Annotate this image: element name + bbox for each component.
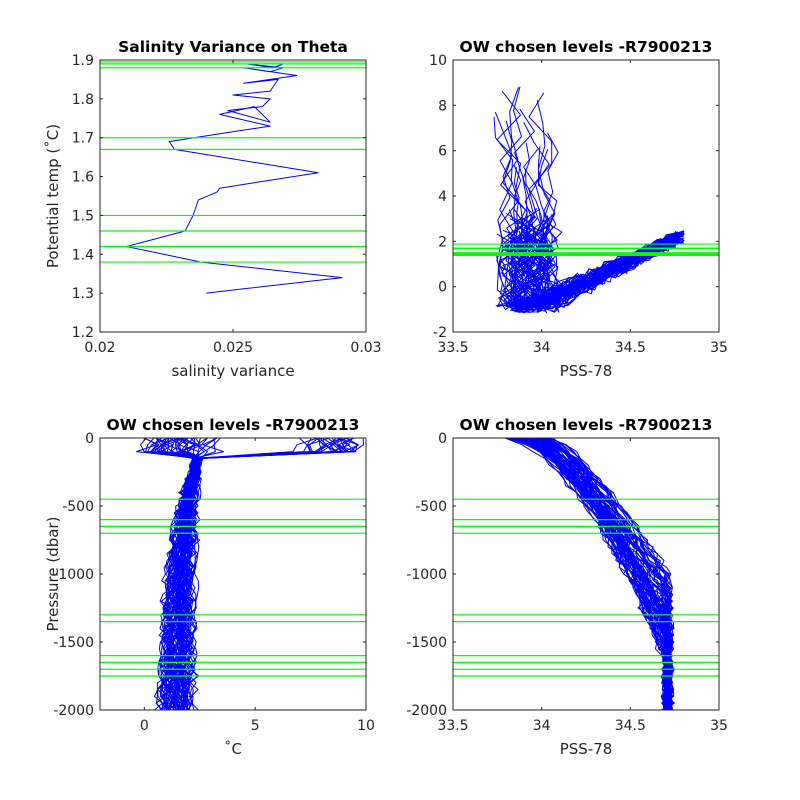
y-tick-label: 2 [438, 234, 447, 250]
y-tick-label: -1500 [53, 635, 94, 651]
chart-title: OW chosen levels -R7900213 [460, 416, 713, 434]
y-tick-label: -1000 [53, 567, 94, 583]
y-axis-label: Potential temp (˚C) [44, 124, 62, 268]
y-tick-label: -1500 [406, 635, 447, 651]
data-series-line [499, 86, 680, 306]
y-tick-label: 1.9 [72, 53, 94, 69]
data-series-line [187, 438, 357, 710]
x-tick-label: 34 [533, 340, 551, 356]
data-series-line [515, 438, 670, 710]
x-tick-label: 33.5 [437, 340, 468, 356]
x-axis-label: PSS-78 [560, 740, 613, 758]
data-series-line [510, 438, 673, 710]
x-axis-label: PSS-78 [560, 362, 613, 380]
data-series-line [176, 438, 350, 710]
data-series-line [537, 438, 675, 710]
y-tick-label: 6 [438, 144, 447, 160]
chart-title: OW chosen levels -R7900213 [107, 416, 360, 434]
x-tick-label: 33.5 [437, 718, 468, 734]
theta-salinity-axes: 33.5 34 34.5 35 -2 0 2 4 6 8 10 OW chosen levels -R… [429, 38, 728, 380]
salinity-pressure-axes: 33.5 34 34.5 35 -2000 -1500 -1000 -500 0 OW chose… [406, 416, 728, 758]
y-tick-label: 0 [438, 431, 447, 447]
x-tick-label: 34.5 [615, 718, 646, 734]
y-tick-label: 1.3 [72, 286, 94, 302]
plot-area [453, 86, 719, 314]
plot-area [100, 61, 366, 294]
y-tick-label: 0 [85, 431, 94, 447]
y-tick-label: 1.6 [72, 170, 94, 186]
y-tick-label: 1.7 [72, 131, 94, 147]
y-tick-label: 10 [429, 53, 447, 69]
y-tick-label: 1.5 [72, 208, 94, 224]
x-tick-label: 35 [710, 340, 728, 356]
data-series-line [520, 216, 683, 309]
data-series-line [135, 438, 200, 710]
y-axis-label: Pressure (dbar) [44, 517, 62, 632]
x-tick-label: 10 [357, 718, 375, 734]
x-tick-label: 5 [251, 718, 260, 734]
data-series-line [185, 438, 347, 710]
y-tick-label: -2000 [406, 703, 447, 719]
temperature-pressure-axes: 0 5 10 -2000 -1500 -1000 -500 0 OW chosen levels… [44, 416, 375, 758]
x-tick-label: 35 [710, 718, 728, 734]
chart-title: OW chosen levels -R7900213 [460, 38, 713, 56]
y-tick-label: -2000 [53, 703, 94, 719]
chart-title: Salinity Variance on Theta [118, 38, 348, 56]
y-tick-label: -1000 [406, 567, 447, 583]
y-tick-label: 1.2 [72, 325, 94, 341]
y-tick-label: 8 [438, 98, 447, 114]
x-tick-label: 0.025 [213, 340, 253, 356]
data-series-line [126, 63, 343, 294]
y-tick-label: 1.4 [72, 247, 94, 263]
data-series-line [162, 438, 200, 710]
plot-area [100, 438, 366, 710]
x-tick-label: 0.03 [350, 340, 381, 356]
y-tick-label: 4 [438, 189, 447, 205]
x-axis-label: ˚C [224, 740, 242, 758]
data-series-line [537, 213, 684, 308]
x-tick-label: 34.5 [615, 340, 646, 356]
x-tick-label: 0 [140, 718, 149, 734]
salinity-variance-axes: 0.02 0.025 0.03 1.2 1.3 1.4 1.5 1.6 1.7 1.8 1.9 Sal… [44, 38, 382, 380]
x-tick-label: 0.02 [84, 340, 115, 356]
data-series-line [169, 438, 202, 710]
y-tick-label: -2 [433, 325, 447, 341]
y-tick-label: 0 [438, 280, 447, 296]
x-tick-label: 34 [533, 718, 551, 734]
data-series-line [515, 438, 673, 710]
data-series-line [518, 438, 675, 710]
y-tick-label: -500 [62, 499, 94, 515]
x-axis-label: salinity variance [171, 362, 294, 380]
y-tick-label: 1.8 [72, 92, 94, 108]
data-series-line [166, 438, 199, 710]
y-tick-label: -500 [415, 499, 447, 515]
plot-area [453, 438, 719, 710]
